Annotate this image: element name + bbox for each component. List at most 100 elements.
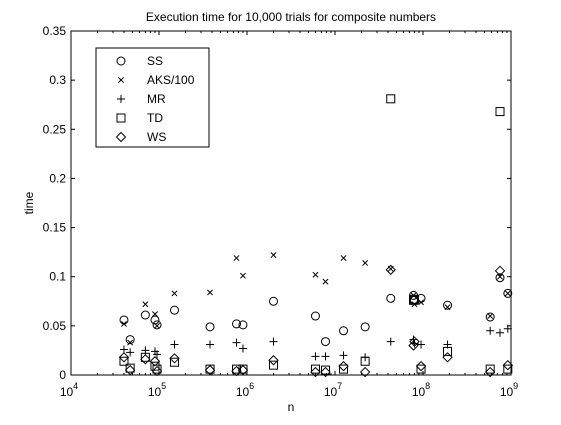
data-point	[340, 255, 347, 261]
data-point	[310, 311, 320, 321]
data-point	[409, 336, 420, 347]
data-point	[415, 360, 427, 372]
x-axis-label: n	[288, 400, 295, 414]
data-point	[339, 351, 348, 360]
data-point	[153, 350, 162, 359]
data-point	[206, 340, 215, 349]
series-ws	[118, 264, 514, 378]
axis-ticks: 0 0.05 0.1 0.15 0.2 0.25 0.3 0.35 104 105 106 107 10…	[43, 24, 519, 399]
data-point	[321, 352, 330, 361]
y-tick-label: 0.3	[49, 73, 66, 87]
x-tick-label: 107	[324, 381, 342, 399]
data-point	[311, 352, 320, 361]
data-point	[170, 340, 179, 349]
data-point	[127, 339, 134, 346]
data-point	[238, 344, 247, 353]
data-point	[495, 273, 505, 283]
legend-box	[95, 47, 210, 148]
data-point	[409, 295, 419, 305]
data-point	[125, 363, 135, 373]
y-tick-label: 0.2	[49, 171, 66, 185]
data-point	[503, 288, 513, 298]
data-point	[232, 319, 242, 329]
data-point	[495, 107, 505, 117]
data-point	[149, 356, 161, 367]
data-point	[240, 272, 246, 279]
data-point	[270, 252, 277, 259]
data-point	[152, 311, 158, 318]
legend-marker	[116, 56, 126, 66]
data-point	[312, 271, 319, 278]
data-point	[443, 300, 453, 310]
data-point	[140, 310, 150, 320]
data-point	[118, 352, 130, 363]
data-point	[140, 352, 150, 362]
data-point	[386, 337, 395, 346]
data-point	[268, 355, 279, 366]
legend-marker	[117, 95, 125, 103]
series-mr	[119, 324, 512, 362]
y-axis-label: time	[22, 191, 36, 214]
data-point	[386, 293, 396, 303]
legend-marker	[116, 113, 126, 123]
data-point	[126, 348, 135, 357]
y-tick-label: 0.15	[43, 221, 67, 235]
y-tick-label: 0.05	[43, 319, 67, 333]
data-point	[485, 364, 495, 374]
data-point	[152, 364, 162, 374]
x-tick-label: 108	[412, 381, 430, 399]
axes-frame	[70, 30, 512, 376]
legend-label: SS	[147, 54, 163, 68]
y-tick-label: 0	[59, 368, 66, 382]
data-point	[360, 322, 370, 332]
data-point	[207, 289, 213, 296]
data-point	[494, 265, 506, 277]
legend-marker	[118, 77, 124, 83]
data-point	[119, 356, 129, 366]
data-point	[409, 335, 418, 344]
data-point	[268, 360, 278, 370]
data-point	[338, 360, 349, 372]
data-point	[322, 278, 329, 285]
data-point	[125, 335, 135, 345]
data-point	[321, 365, 331, 375]
x-tick-label: 106	[236, 381, 254, 399]
data-point	[360, 356, 370, 366]
data-point	[496, 328, 505, 337]
legend-item: TD	[116, 111, 163, 125]
data-point	[232, 364, 242, 374]
data-point	[484, 366, 496, 378]
data-point	[238, 320, 248, 330]
y-tick-label: 0.35	[43, 24, 67, 38]
data-point	[443, 346, 453, 356]
legend-item: AKS/100	[118, 73, 195, 87]
data-point	[417, 340, 426, 349]
legend-label: TD	[147, 111, 163, 125]
data-point	[486, 326, 495, 335]
data-point	[487, 313, 494, 319]
x-tick-label: 109	[500, 381, 518, 399]
data-point	[310, 366, 321, 378]
data-point	[151, 365, 163, 377]
data-point	[171, 290, 178, 297]
data-point	[418, 299, 424, 306]
data-point	[497, 273, 503, 280]
data-point	[150, 361, 160, 371]
legend-item: MR	[117, 92, 166, 106]
data-point	[359, 366, 371, 378]
y-tick-label: 0.25	[43, 122, 67, 136]
data-point	[385, 264, 396, 276]
data-point	[121, 320, 127, 327]
data-point	[386, 94, 396, 104]
legend-item: WS	[115, 130, 166, 144]
data-point	[504, 290, 511, 297]
data-point	[339, 364, 349, 374]
data-point	[442, 352, 453, 363]
data-point	[416, 364, 426, 374]
data-point	[154, 322, 160, 329]
data-point	[485, 312, 495, 322]
data-point	[152, 320, 162, 330]
data-point	[169, 305, 179, 315]
legend-marker	[115, 131, 127, 143]
